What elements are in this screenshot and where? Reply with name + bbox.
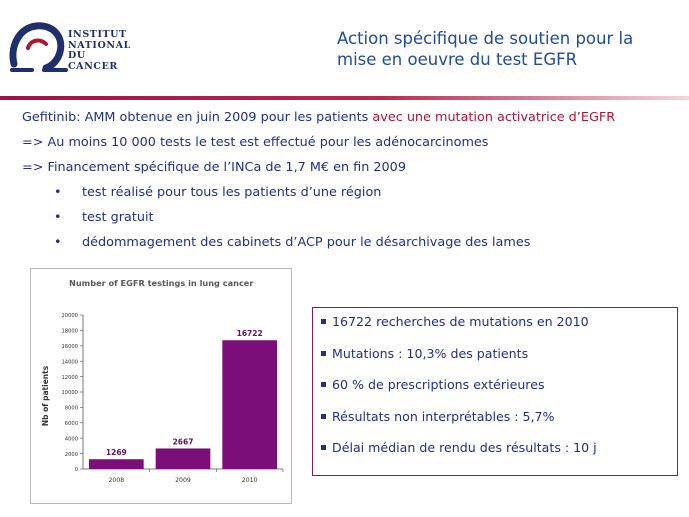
chart-y-tick-label: 0 xyxy=(75,467,78,473)
chart-y-axis-label: Nb of patients xyxy=(41,365,50,426)
bullet-line-1-text: Gefitinib: AMM obtenue en juin 2009 pour… xyxy=(22,110,373,125)
chart-y-tick-label: 20000 xyxy=(61,313,78,319)
stats-item-text: Délai médian de rendu des résultats : 10… xyxy=(332,440,597,455)
chart-bar xyxy=(155,448,211,469)
logo-line-3: du Cancer xyxy=(68,50,118,72)
stats-item-text: Mutations : 10,3% des patients xyxy=(332,345,529,361)
chart-y-tick-label: 14000 xyxy=(61,359,78,365)
inca-logo-mark xyxy=(9,22,68,72)
egfr-chart: Number of EGFR testings in lung cancer N… xyxy=(30,268,292,504)
bullet-line-1: Gefitinib: AMM obtenue en juin 2009 pour… xyxy=(22,110,682,135)
stats-item-text: Résultats non interprétables : 5,7% xyxy=(332,408,555,424)
sub-bullet-1-text: test réalisé pour tous les patients d’un… xyxy=(82,185,382,200)
square-bullet-icon xyxy=(321,445,326,450)
sub-bullet-3-text: dédommagement des cabinets d’ACP pour le… xyxy=(82,235,531,250)
chart-y-tick-label: 12000 xyxy=(61,375,78,381)
slide-title: Action spécifique de soutien pour la mis… xyxy=(337,28,677,70)
bullet-dot-icon: • xyxy=(54,210,62,225)
chart-x-tick-label: 2010 xyxy=(242,477,258,484)
sub-bullet-3: • dédommagement des cabinets d’ACP pour … xyxy=(22,235,682,260)
chart-plot-area: 0 2000 4000 6000 8000 10000 12000 14000 16000 180… xyxy=(61,313,284,484)
sub-bullet-2-text: test gratuit xyxy=(82,210,154,225)
chart-y-tick-label: 6000 xyxy=(65,421,78,427)
logo-line-2: National xyxy=(68,39,131,51)
chart-bar xyxy=(89,459,144,469)
slide-title-line-2: mise en oeuvre du test EGFR xyxy=(337,50,578,69)
logo-line-1: Institut xyxy=(68,29,127,40)
chart-y-tick-label: 16000 xyxy=(61,344,78,350)
chart-y-tick-label: 2000 xyxy=(65,452,78,458)
stats-item: 16722 recherches de mutations en 2010 xyxy=(321,314,677,346)
title-rule xyxy=(0,96,689,100)
chart-x-tick-label: 2009 xyxy=(175,477,191,484)
bullet-list: Gefitinib: AMM obtenue en juin 2009 pour… xyxy=(22,110,682,260)
square-bullet-icon xyxy=(321,413,326,419)
stats-item: Résultats non interprétables : 5,7% xyxy=(321,409,677,441)
chart-y-tick-label: 18000 xyxy=(61,329,78,335)
sub-bullet-2: • test gratuit xyxy=(22,210,682,235)
stats-item: Mutations : 10,3% des patients xyxy=(321,346,677,378)
sub-bullet-1: • test réalisé pour tous les patients d’… xyxy=(22,185,682,210)
stats-item: Délai médian de rendu des résultats : 10… xyxy=(321,440,677,472)
inca-logo: Institut National du Cancer xyxy=(8,18,136,76)
chart-bar xyxy=(222,340,277,469)
chart-data-label: 16722 xyxy=(237,329,263,338)
stats-item-text: 16722 recherches de mutations en 2010 xyxy=(332,314,589,329)
bullet-line-1-highlight: avec une mutation activatrice d’EGFR xyxy=(372,110,616,125)
chart-x-tick-label: 2008 xyxy=(108,477,124,484)
square-bullet-icon xyxy=(321,319,326,324)
bullet-dot-icon: • xyxy=(54,185,62,200)
square-bullet-icon xyxy=(321,382,326,387)
chart-y-tick-label: 4000 xyxy=(65,436,78,442)
slide-title-line-1: Action spécifique de soutien pour la xyxy=(337,29,634,48)
bullet-line-2: => Au moins 10 000 tests le test est eff… xyxy=(22,135,489,150)
stats-list: 16722 recherches de mutations en 2010 Mu… xyxy=(313,308,677,472)
stats-item-text: 60 % de prescriptions extérieures xyxy=(332,377,545,392)
chart-title: Number of EGFR testings in lung cancer xyxy=(69,278,254,288)
bullet-line-3: => Financement spécifique de l’INCa de 1… xyxy=(22,160,406,175)
square-bullet-icon xyxy=(321,350,326,356)
stats-item: 60 % de prescriptions extérieures xyxy=(321,377,677,409)
chart-y-tick-label: 10000 xyxy=(61,390,78,396)
chart-data-label: 1269 xyxy=(106,448,127,457)
bullet-dot-icon: • xyxy=(54,235,62,250)
egfr-chart-svg: Number of EGFR testings in lung cancer N… xyxy=(41,278,284,484)
chart-y-tick-label: 8000 xyxy=(65,406,78,412)
stats-box: 16722 recherches de mutations en 2010 Mu… xyxy=(312,307,678,476)
chart-data-label: 2667 xyxy=(173,437,194,446)
